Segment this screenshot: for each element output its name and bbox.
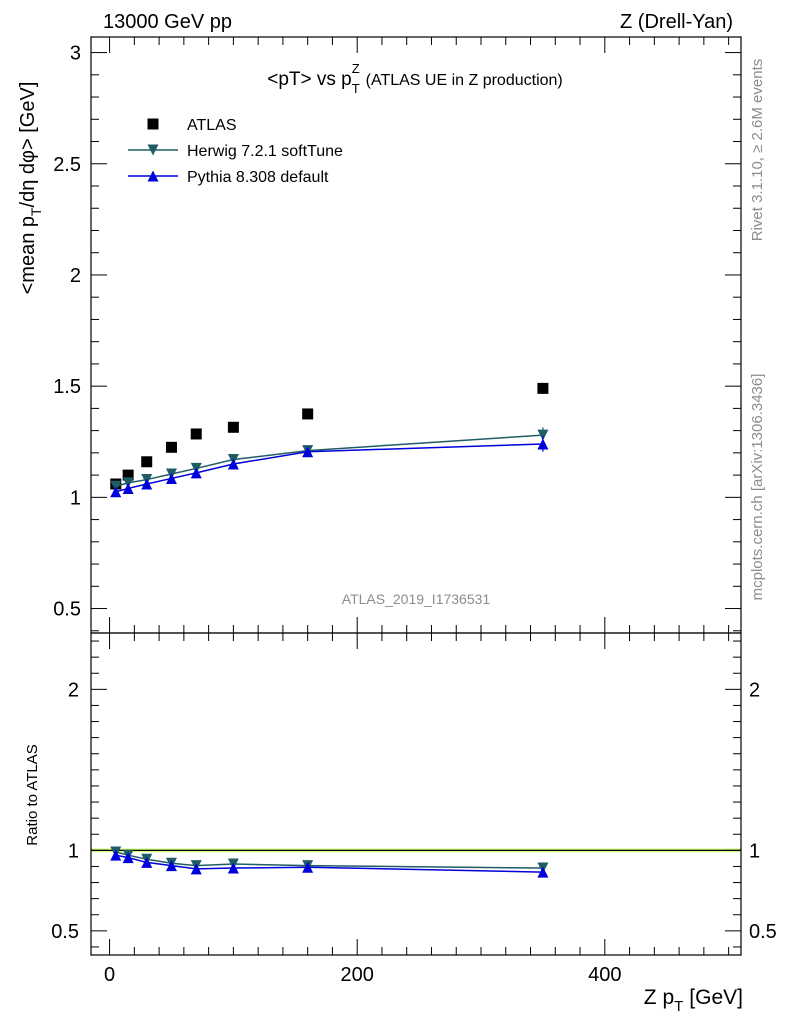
legend-marker-herwig [147,144,159,156]
data-point-pythia [190,467,202,479]
data-point-herwig [537,429,549,441]
x-tick-label: 0 [104,964,115,986]
ratio-y-axis-label: Ratio to ATLAS [24,744,41,845]
rivet-label: Rivet 3.1.10, ≥ 2.6M events [749,59,766,242]
y-axis-label: <mean pT/dη dφ> [GeV] [17,82,44,295]
ratio-tick-label: 2 [68,679,79,701]
legend-item-pythia: Pythia 8.308 default [128,169,329,186]
data-point-pythia [302,446,314,458]
data-point-atlas [302,408,314,420]
data-point-pythia [110,486,122,498]
y-tick-label: 1 [70,487,81,509]
plot-title-sup: Z [352,61,360,76]
plot-title-sub: T [352,81,360,96]
x-tick-label: 400 [588,964,621,986]
data-point-herwig [110,480,122,492]
ratio-point-pythia [141,856,153,868]
x-tick-label: 200 [341,964,374,986]
ratio-tick-label-right: 0.5 [749,921,777,943]
data-point-atlas [227,421,239,433]
series-line-herwig [115,434,543,487]
header-right: Z (Drell-Yan) [620,11,733,33]
y-axis-label-sub: T [28,207,44,216]
data-point-pythia [165,472,177,484]
ratio-line-herwig [115,851,543,869]
x-axis-label-a: Z p [644,986,674,1009]
ratio-point-pythia [165,860,177,872]
legend-label-pythia: Pythia 8.308 default [187,169,329,186]
y-tick-label: 2.5 [53,154,81,176]
data-point-atlas [165,441,177,453]
x-axis-label: Z pT [GeV] [644,986,743,1015]
legend: ATLAS Herwig 7.2.1 softTune Pythia 8.308 d… [128,117,343,186]
data-point-atlas [537,382,549,394]
y-tick-label: 3 [70,43,81,65]
x-axis-label-sub: T [674,998,683,1015]
y-tick-label: 2 [70,265,81,287]
data-point-atlas [122,469,134,481]
plot-title: <pT> vs pTZ (ATLAS UE in Z production) [267,61,563,96]
header-left: 13000 GeV pp [103,11,232,33]
plot-title-rest: (ATLAS UE in Z production) [366,72,563,89]
x-axis-label-b: [GeV] [689,986,743,1009]
y-axis-label-a: <mean p [17,216,39,294]
ratio-tick-label: 0.5 [51,921,79,943]
legend-label-herwig: Herwig 7.2.1 softTune [187,143,343,160]
ratio-point-pythia [227,862,239,874]
ratio-point-pythia [122,852,134,864]
legend-item-herwig: Herwig 7.2.1 softTune [128,143,343,160]
ratio-point-pythia [110,849,122,861]
data-point-pythia [122,482,134,494]
data-point-pythia [227,458,239,470]
analysis-label: ATLAS_2019_I1736531 [342,591,491,607]
ratio-tick-label-right: 2 [749,679,760,701]
ratio-panel: 0 200 400 0.5 0.5 1 1 2 2 [51,632,777,986]
y-tick-label: 1.5 [53,376,81,398]
plot-title-main: <pT> vs p [267,69,352,90]
data-point-pythia [537,438,549,450]
data-point-herwig [122,477,134,489]
y-axis-label-b: /dη dφ> [GeV] [17,82,39,208]
data-point-atlas [141,456,153,468]
data-point-atlas [190,428,202,440]
mcplots-label: mcplots.cern.ch [arXiv:1306.3436] [749,374,766,601]
main-panel: 0.5 1 1.5 2 2.5 3 [53,36,742,634]
ratio-tick-label: 1 [68,840,79,862]
ratio-tick-label-right: 1 [749,840,760,862]
legend-item-atlas: ATLAS [147,117,237,134]
series-line-pythia [115,443,543,493]
y-tick-label: 0.5 [53,599,81,621]
legend-marker-atlas [147,118,159,130]
data-point-pythia [141,478,153,490]
legend-label-atlas: ATLAS [187,117,237,134]
ratio-point-pythia [302,861,314,873]
ratio-point-pythia [537,866,549,878]
legend-marker-pythia [147,170,159,182]
ratio-point-pythia [190,863,202,875]
ratio-frame [90,632,742,956]
